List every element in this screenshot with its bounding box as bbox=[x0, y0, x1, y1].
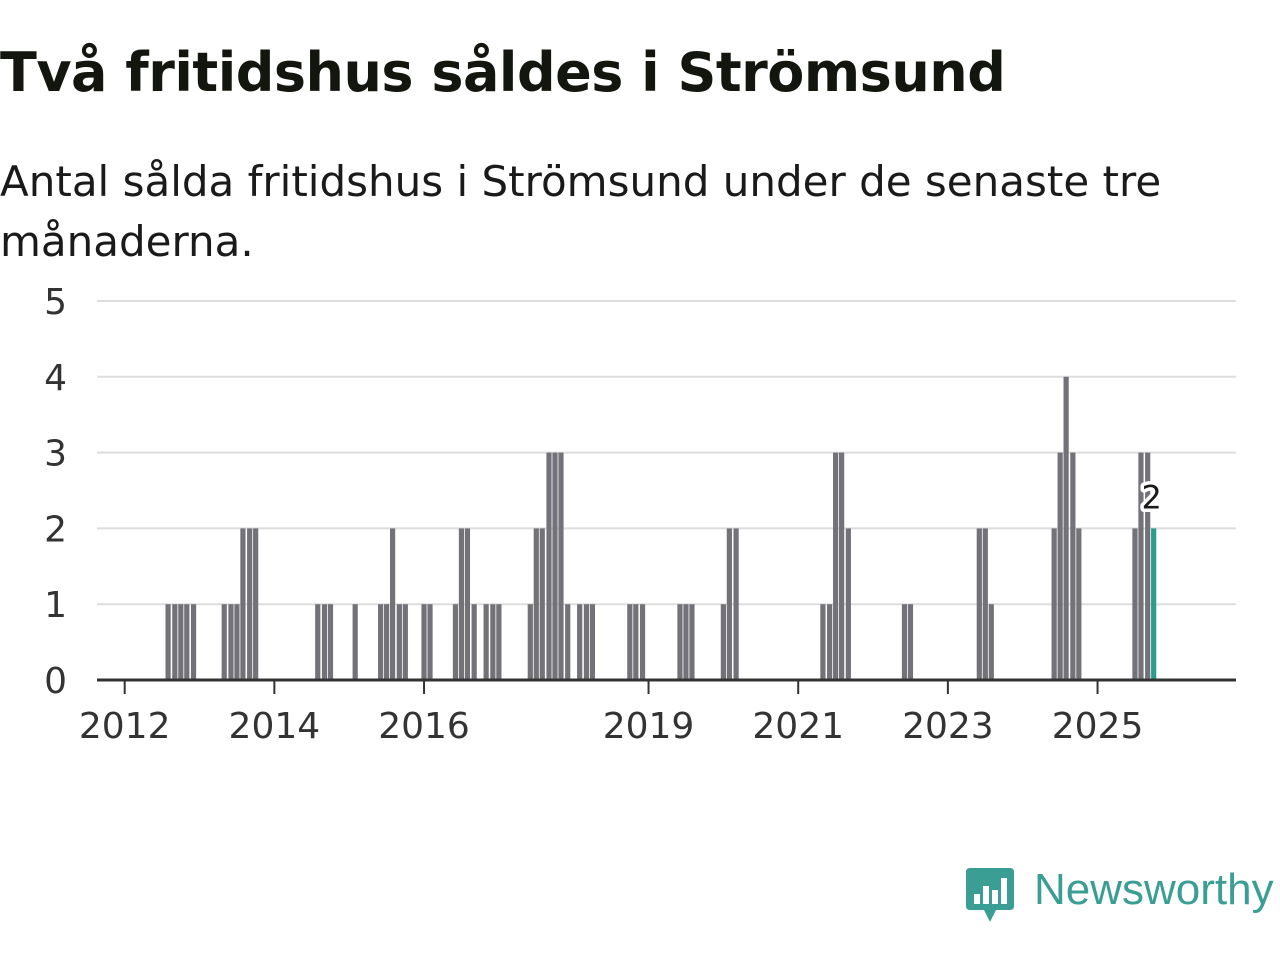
bar bbox=[490, 604, 496, 680]
y-tick-label: 4 bbox=[44, 358, 67, 399]
bar bbox=[221, 604, 227, 680]
bar bbox=[464, 528, 471, 680]
bar-highlight bbox=[1151, 528, 1157, 680]
bar bbox=[1051, 528, 1057, 680]
bar bbox=[577, 604, 583, 680]
bar bbox=[496, 604, 502, 680]
bar bbox=[315, 604, 321, 680]
bar bbox=[378, 604, 384, 680]
data-labels: 2 bbox=[1138, 475, 1165, 520]
bar bbox=[178, 604, 184, 680]
newsworthy-logo-icon bbox=[966, 868, 1014, 922]
bar bbox=[565, 604, 571, 680]
bar bbox=[627, 604, 633, 680]
bar bbox=[827, 604, 833, 680]
bar bbox=[396, 604, 402, 680]
y-tick-label: 0 bbox=[44, 661, 67, 702]
brand-logo: Newsworthy bbox=[964, 862, 1280, 932]
bar bbox=[1138, 452, 1144, 680]
bar bbox=[190, 604, 197, 680]
bar bbox=[683, 604, 689, 680]
bar bbox=[633, 604, 639, 680]
gridlines bbox=[97, 300, 1236, 606]
y-tick-label: 1 bbox=[44, 585, 67, 626]
bar bbox=[184, 604, 190, 680]
axes: 0 1 2 3 4 5 2012 2014 2016 2019 2021 2023 2025 bbox=[44, 282, 1236, 747]
x-tick-label: 2012 bbox=[79, 706, 171, 747]
chart-title: Två fritidshus såldes i Strömsund bbox=[0, 41, 1006, 104]
bar bbox=[988, 604, 994, 680]
y-tick-label: 2 bbox=[44, 509, 67, 550]
x-tick-label: 2025 bbox=[1052, 706, 1144, 747]
bar bbox=[982, 528, 988, 680]
y-tick-label: 5 bbox=[44, 282, 67, 323]
bar bbox=[1145, 452, 1151, 680]
bar bbox=[845, 528, 851, 680]
bar bbox=[240, 528, 246, 680]
bar bbox=[558, 452, 564, 680]
bar bbox=[228, 604, 234, 680]
brand-name: Newsworthy bbox=[1034, 865, 1274, 914]
bar bbox=[589, 604, 596, 680]
data-label: 2 bbox=[1142, 478, 1162, 516]
x-tick-label: 2016 bbox=[378, 706, 470, 747]
bar bbox=[1076, 528, 1082, 680]
bars bbox=[165, 376, 1157, 680]
bar bbox=[527, 604, 533, 680]
bar bbox=[483, 604, 489, 680]
bar bbox=[327, 604, 334, 680]
x-tick-label: 2019 bbox=[603, 706, 695, 747]
bar bbox=[247, 528, 253, 680]
bar bbox=[533, 528, 539, 680]
bar bbox=[352, 604, 358, 680]
bar bbox=[907, 604, 914, 680]
bar bbox=[583, 604, 590, 680]
bar bbox=[552, 452, 558, 680]
bar bbox=[321, 604, 328, 680]
x-tick-label: 2021 bbox=[752, 706, 844, 747]
bar bbox=[384, 604, 390, 680]
bar bbox=[1132, 528, 1138, 680]
bar bbox=[234, 604, 240, 680]
bar bbox=[546, 452, 552, 680]
bar bbox=[421, 604, 427, 680]
bar bbox=[976, 528, 982, 680]
bar bbox=[689, 604, 695, 680]
bar bbox=[1063, 376, 1069, 680]
bar bbox=[402, 604, 408, 680]
x-tick-label: 2023 bbox=[902, 706, 994, 747]
chart-subtitle: Antal sålda fritidshus i Strömsund under… bbox=[0, 157, 1162, 266]
bar bbox=[839, 452, 845, 680]
bar bbox=[677, 604, 683, 680]
x-tick-label: 2014 bbox=[229, 706, 321, 747]
bar bbox=[452, 604, 459, 680]
bar bbox=[427, 604, 433, 680]
bar bbox=[172, 604, 178, 680]
bar bbox=[471, 604, 477, 680]
bar bbox=[820, 604, 826, 680]
bar bbox=[901, 604, 908, 680]
y-tick-label: 3 bbox=[44, 434, 67, 475]
bar bbox=[833, 452, 839, 680]
bar bbox=[733, 528, 739, 680]
bar bbox=[1070, 452, 1076, 680]
bar bbox=[639, 604, 646, 680]
bar bbox=[720, 604, 726, 680]
bar bbox=[726, 528, 732, 680]
bar bbox=[458, 528, 465, 680]
bar bbox=[390, 528, 396, 680]
bar bbox=[539, 528, 545, 680]
bar bbox=[1057, 452, 1063, 680]
bar bbox=[253, 528, 259, 680]
bar bbox=[165, 604, 171, 680]
